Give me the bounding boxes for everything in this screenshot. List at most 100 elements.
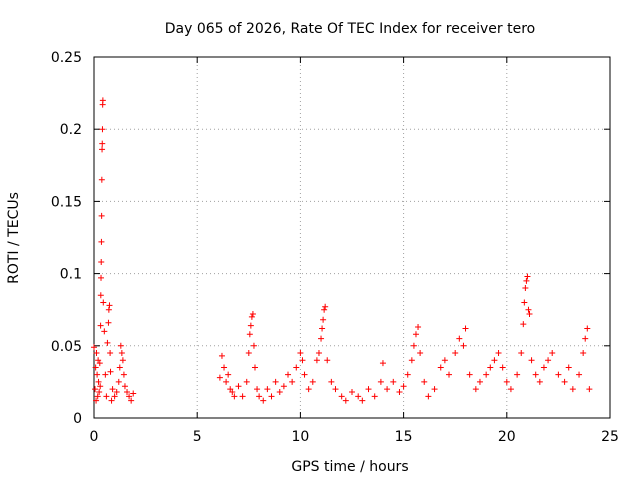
data-point [540, 364, 547, 371]
data-point [441, 357, 448, 364]
data-point [97, 383, 104, 390]
y-tick-label: 0.2 [60, 122, 82, 138]
data-point [569, 386, 576, 393]
x-tick-label: 20 [498, 429, 516, 445]
data-point [359, 397, 366, 404]
data-point [256, 393, 263, 400]
data-point [102, 371, 109, 378]
data-point [111, 393, 118, 400]
data-point [218, 352, 225, 359]
data-point [128, 397, 135, 404]
data-point [280, 383, 287, 390]
data-point [97, 292, 104, 299]
data-point [549, 350, 556, 357]
data-point [561, 378, 568, 385]
data-point [404, 371, 411, 378]
data-points [91, 97, 593, 404]
chart-title: Day 065 of 2026, Rate Of TEC Index for r… [165, 21, 536, 37]
data-point [322, 303, 329, 310]
data-point [462, 325, 469, 332]
data-point [518, 350, 525, 357]
data-point [216, 374, 223, 381]
y-tick-label: 0.1 [60, 267, 82, 283]
data-point [528, 357, 535, 364]
data-point [92, 364, 99, 371]
data-point [499, 364, 506, 371]
data-point [460, 342, 467, 349]
data-point [377, 378, 384, 385]
data-point [107, 350, 114, 357]
data-point [355, 393, 362, 400]
data-point [119, 357, 126, 364]
x-tick-label: 0 [90, 429, 99, 445]
data-point [536, 378, 543, 385]
data-point [408, 357, 415, 364]
data-point [580, 350, 587, 357]
data-point [124, 389, 131, 396]
data-point [324, 357, 331, 364]
data-point [293, 364, 300, 371]
data-point [520, 321, 527, 328]
data-point [247, 322, 254, 329]
data-point [239, 393, 246, 400]
data-point [98, 259, 105, 266]
data-point [483, 371, 490, 378]
data-point [396, 389, 403, 396]
data-point [103, 393, 110, 400]
data-point [99, 97, 106, 104]
data-point [221, 364, 228, 371]
data-point [320, 316, 327, 323]
data-point [251, 364, 258, 371]
data-point [400, 383, 407, 390]
data-point [365, 386, 372, 393]
data-point [526, 311, 533, 318]
data-point [126, 393, 133, 400]
x-tick-label: 10 [291, 429, 309, 445]
data-point [297, 350, 304, 357]
x-tick-label: 25 [601, 429, 619, 445]
data-point [446, 371, 453, 378]
data-point [231, 393, 238, 400]
x-axis-label: GPS time / hours [291, 459, 408, 475]
data-point [91, 344, 97, 351]
data-point [545, 357, 552, 364]
data-point [94, 393, 101, 400]
data-point [117, 342, 124, 349]
data-point [99, 140, 106, 147]
data-point [507, 386, 514, 393]
data-point [379, 360, 386, 367]
plot-frame [93, 56, 611, 419]
data-point [466, 371, 473, 378]
data-point [582, 335, 589, 342]
data-point [99, 146, 106, 153]
data-point [305, 386, 312, 393]
data-point [98, 274, 105, 281]
data-point [115, 378, 122, 385]
y-tick-label: 0.15 [51, 194, 82, 210]
data-point [92, 386, 99, 393]
data-point [98, 212, 105, 219]
data-point [371, 393, 378, 400]
data-point [130, 390, 137, 397]
grid-lines [94, 57, 610, 418]
data-point [96, 389, 103, 396]
data-point [243, 378, 250, 385]
data-point [248, 313, 255, 320]
data-point [299, 357, 306, 364]
data-point [521, 299, 528, 306]
data-point [301, 371, 308, 378]
data-point [532, 371, 539, 378]
data-point [412, 331, 419, 338]
data-point [116, 364, 123, 371]
data-point [384, 386, 391, 393]
data-point [456, 335, 463, 342]
data-point [225, 371, 232, 378]
data-point [106, 302, 113, 309]
data-point [289, 378, 296, 385]
y-tick-label: 0 [73, 411, 82, 427]
data-point [452, 350, 459, 357]
data-point [96, 360, 103, 367]
axis-ticks [93, 56, 611, 419]
data-point [555, 371, 562, 378]
